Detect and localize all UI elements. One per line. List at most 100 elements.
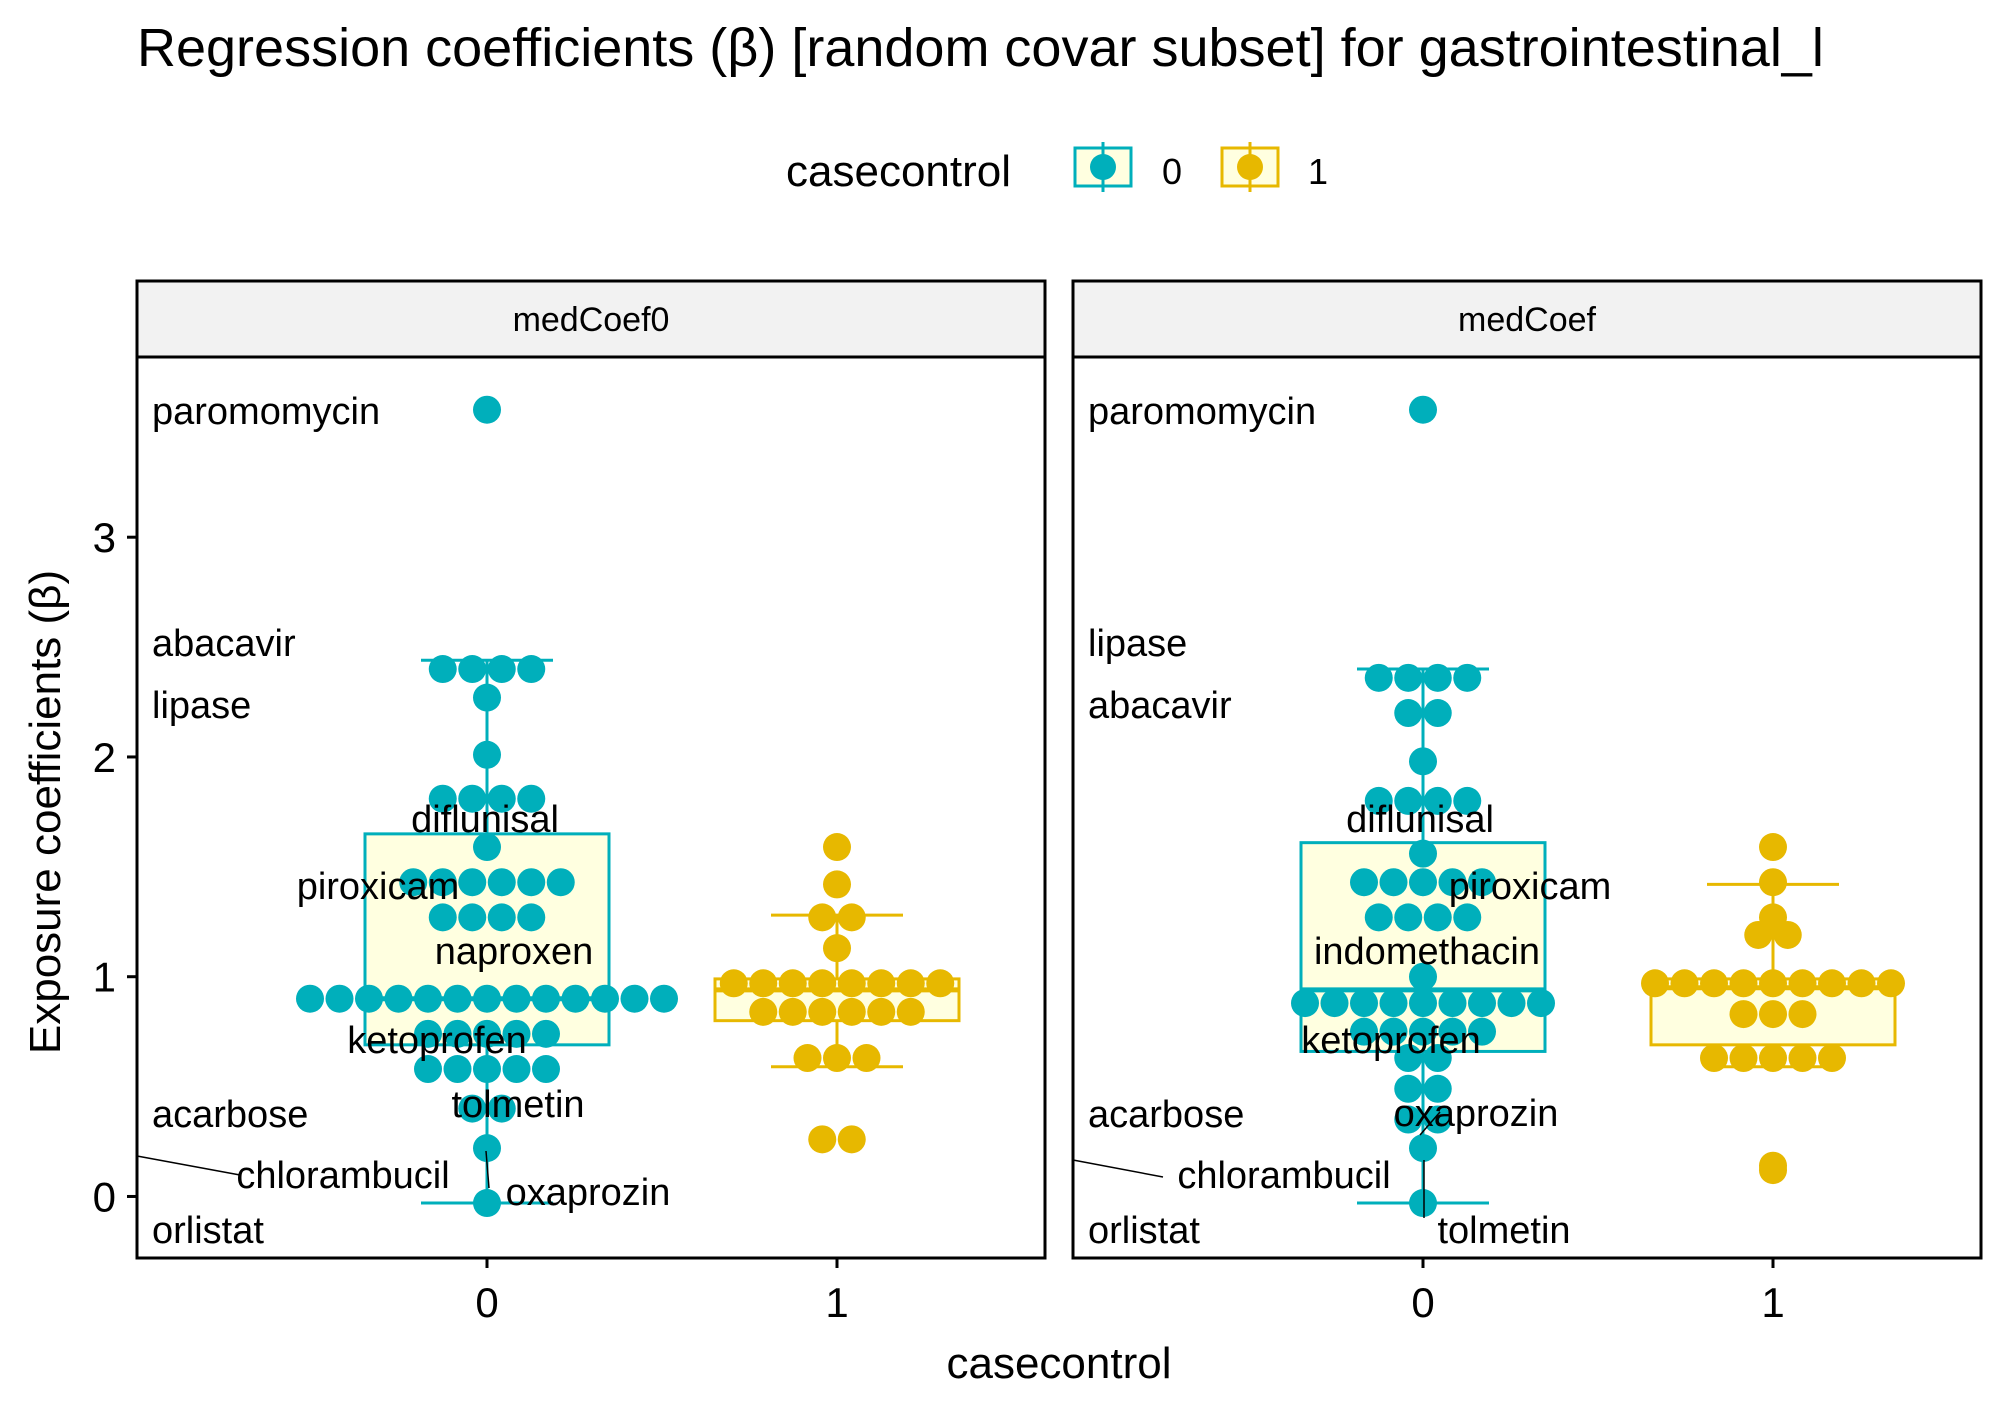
data-point [1423, 903, 1452, 932]
data-point [808, 969, 837, 998]
strip-background [135, 279, 1047, 359]
data-point [1379, 989, 1408, 1018]
data-point [778, 969, 807, 998]
data-point [1364, 786, 1393, 815]
strip-label: medCoef0 [513, 301, 670, 339]
data-point [1759, 1000, 1787, 1029]
legend-label-1: 1 [1308, 151, 1328, 192]
y-tick-label: 0 [93, 1173, 116, 1220]
data-point [1729, 969, 1758, 998]
data-point [793, 1044, 822, 1073]
strip-background [1071, 279, 1983, 359]
data-point [808, 997, 837, 1026]
point-label: ketoprofen [1301, 1020, 1481, 1062]
data-point [532, 1055, 560, 1084]
data-point [502, 1019, 531, 1048]
data-point [650, 984, 678, 1013]
data-point [1877, 969, 1905, 998]
point-label: paromomycin [152, 391, 380, 433]
data-point [1409, 962, 1437, 991]
data-point [502, 984, 531, 1013]
data-point [487, 1094, 516, 1123]
label-leader-line [1072, 1159, 1164, 1178]
panel-border [1071, 355, 1983, 1260]
data-point [1759, 868, 1787, 897]
data-point [1788, 1044, 1817, 1073]
data-point [749, 997, 778, 1026]
data-point [473, 984, 501, 1013]
data-point [1641, 969, 1669, 998]
data-point [1379, 1017, 1408, 1046]
data-point [837, 1125, 866, 1154]
point-label: ketoprofen [347, 1020, 527, 1062]
data-point [1423, 1044, 1452, 1073]
data-point [1700, 969, 1728, 998]
data-point [428, 655, 457, 684]
data-point [1379, 868, 1408, 897]
data-point [778, 997, 807, 1026]
data-point [867, 997, 896, 1026]
point-label: chlorambucil [236, 1155, 449, 1197]
data-point [487, 784, 516, 813]
data-point [719, 969, 748, 998]
data-point [1394, 786, 1423, 815]
data-point [1759, 1156, 1787, 1185]
data-point [1409, 1134, 1437, 1163]
data-point [384, 984, 413, 1013]
data-point [1729, 1000, 1758, 1029]
data-point [532, 984, 560, 1013]
data-point [458, 868, 487, 897]
data-point [458, 655, 487, 684]
data-point [473, 1189, 501, 1218]
data-point [1394, 1074, 1423, 1103]
point-label: indomethacin [1314, 931, 1540, 973]
data-point [837, 903, 866, 932]
data-point [428, 868, 457, 897]
data-point [487, 868, 516, 897]
data-point [428, 903, 457, 932]
data-point [414, 984, 442, 1013]
label-leader-line [485, 1150, 490, 1189]
data-point [1394, 903, 1423, 932]
data-point [502, 1055, 531, 1084]
x-tick-label: 0 [1411, 1279, 1434, 1326]
data-point [1423, 1105, 1452, 1134]
data-point [443, 1055, 472, 1084]
data-point [1409, 839, 1437, 868]
data-point [1409, 1189, 1437, 1218]
data-point [458, 1094, 487, 1123]
point-label: diflunisal [411, 799, 559, 841]
legend-title: casecontrol [786, 147, 1011, 196]
data-point [1394, 699, 1423, 728]
data-point [1744, 920, 1773, 949]
data-point [823, 833, 851, 862]
point-label: abacavir [1088, 685, 1232, 727]
data-point [749, 969, 778, 998]
data-point [823, 1044, 851, 1073]
data-point [1394, 1105, 1423, 1134]
data-point [414, 1019, 442, 1048]
data-point [517, 868, 546, 897]
point-label: oxaprozin [1394, 1093, 1559, 1135]
point-label: chlorambucil [1177, 1155, 1390, 1197]
data-point [473, 833, 501, 862]
data-point [1453, 786, 1482, 815]
data-point [1409, 395, 1437, 424]
data-point [1773, 920, 1802, 949]
data-point [517, 655, 546, 684]
legend: casecontrol 0 1 [786, 142, 1328, 196]
data-point [1423, 1074, 1452, 1103]
data-point [1438, 1017, 1467, 1046]
point-label: lipase [152, 685, 251, 727]
points [1291, 395, 1905, 1218]
panel-border [135, 355, 1047, 1260]
label-leader-line [1419, 1111, 1441, 1136]
data-point [1394, 1044, 1423, 1073]
data-point [546, 868, 575, 897]
point-label: tolmetin [451, 1084, 584, 1126]
x-tick-label: 1 [825, 1279, 848, 1326]
data-point [1350, 868, 1378, 897]
point-label: lipase [1088, 623, 1187, 665]
